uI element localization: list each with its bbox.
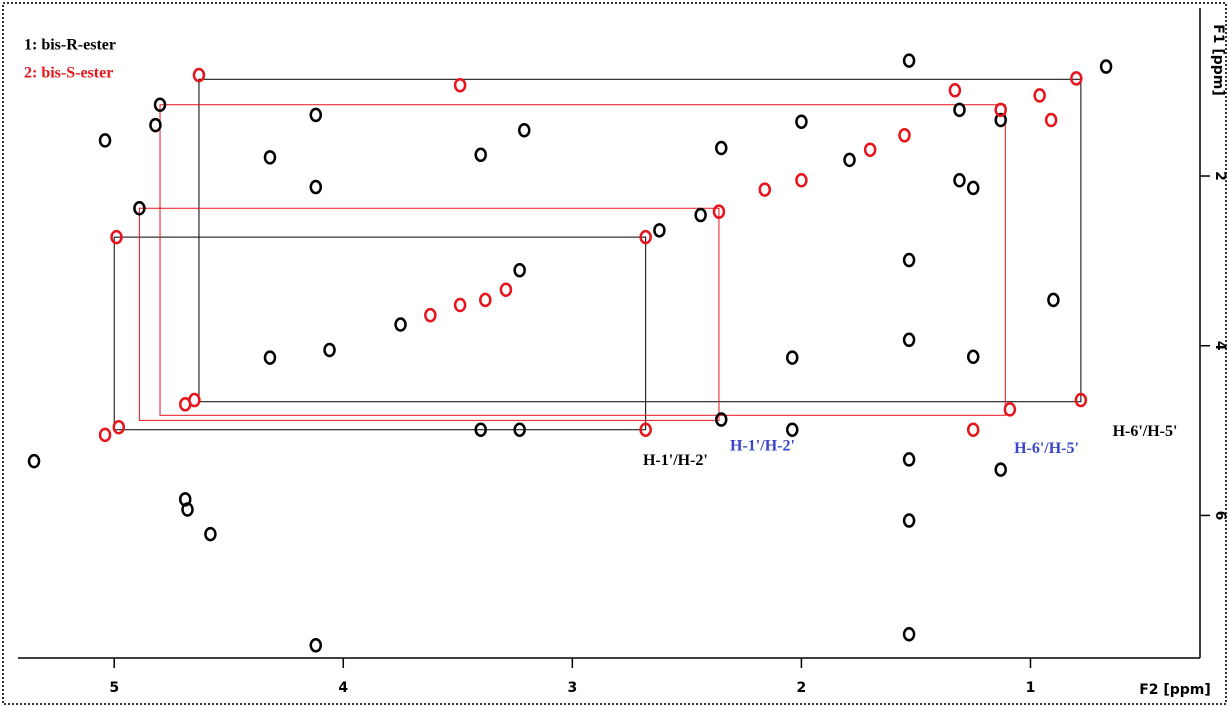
- peak: [948, 83, 962, 98]
- peak: [795, 114, 808, 129]
- peak: [639, 422, 652, 437]
- peak: [309, 107, 323, 123]
- legend-entry: 1: bis-R-ester: [24, 37, 116, 54]
- peak: [714, 412, 728, 427]
- peak: [843, 152, 856, 168]
- peak: [1047, 292, 1060, 308]
- peak: [1070, 71, 1083, 86]
- peak: [394, 317, 407, 332]
- peak: [863, 142, 877, 157]
- y-axis-label: F1 [ppm]: [1210, 24, 1226, 96]
- peak: [263, 350, 277, 365]
- annotation: H-6'/H-5': [1113, 423, 1178, 440]
- peak: [453, 77, 467, 93]
- peak: [181, 502, 194, 517]
- x-tick-label: 4: [338, 680, 348, 696]
- peak: [1044, 112, 1058, 128]
- annotation: H-1'/H-2': [643, 452, 708, 469]
- peak: [513, 422, 526, 437]
- peak: [758, 182, 772, 197]
- peak: [1033, 88, 1046, 103]
- x-tick-label: 2: [797, 680, 807, 696]
- peak: [786, 422, 799, 437]
- peak: [110, 229, 123, 245]
- peak: [1099, 59, 1113, 74]
- correlation-box: [159, 104, 1006, 416]
- peak: [994, 112, 1007, 128]
- peak: [513, 262, 526, 278]
- peak: [98, 427, 112, 443]
- peak: [653, 223, 666, 238]
- peak: [966, 422, 980, 437]
- peak: [902, 626, 916, 642]
- y-tick-label: 4: [1212, 341, 1228, 351]
- y-tick-label: 2: [1212, 171, 1228, 181]
- peak: [902, 332, 916, 348]
- y-tick-label: 6: [1212, 511, 1228, 521]
- peak: [192, 67, 206, 83]
- peak: [639, 229, 652, 245]
- peak: [517, 122, 531, 138]
- peak: [149, 117, 162, 133]
- peak: [714, 140, 728, 156]
- peak: [994, 462, 1007, 477]
- peak: [966, 349, 980, 365]
- peak: [309, 179, 323, 195]
- correlation-box: [138, 207, 720, 421]
- legend-entry: 2: bis-S-ester: [24, 65, 113, 82]
- peak: [1003, 402, 1017, 417]
- peak: [499, 282, 513, 297]
- peak: [712, 204, 726, 219]
- peak: [694, 207, 707, 223]
- x-tick-label: 3: [567, 680, 577, 696]
- annotation: H-1'/H-2': [730, 437, 795, 454]
- x-tick-label: 1: [1026, 680, 1036, 696]
- peak: [424, 307, 437, 323]
- correlation-box: [198, 78, 1082, 403]
- peak: [902, 452, 916, 467]
- peak: [204, 526, 217, 542]
- peak: [795, 173, 808, 188]
- correlation-box: [113, 236, 647, 431]
- annotation: H-6'/H-5': [1014, 440, 1079, 457]
- peak: [902, 252, 916, 268]
- x-tick-label: 5: [109, 680, 119, 696]
- peak: [994, 102, 1007, 118]
- peak: [479, 292, 492, 308]
- x-axis-label: F2 [ppm]: [1139, 682, 1211, 698]
- peak: [786, 350, 799, 365]
- peak: [309, 638, 323, 653]
- peak: [27, 453, 41, 469]
- peak: [902, 53, 916, 68]
- peak: [133, 201, 146, 216]
- peak: [474, 147, 487, 163]
- peak: [453, 297, 467, 313]
- peak: [98, 133, 112, 148]
- peak: [953, 173, 966, 188]
- peak: [153, 97, 167, 112]
- peak: [263, 150, 277, 165]
- peak: [902, 513, 916, 528]
- peak: [474, 422, 487, 437]
- peak: [953, 102, 966, 118]
- peak: [323, 342, 336, 358]
- peak: [112, 419, 126, 435]
- peak: [178, 397, 192, 412]
- peak: [898, 128, 911, 143]
- peak: [1074, 392, 1088, 408]
- peak: [966, 180, 980, 196]
